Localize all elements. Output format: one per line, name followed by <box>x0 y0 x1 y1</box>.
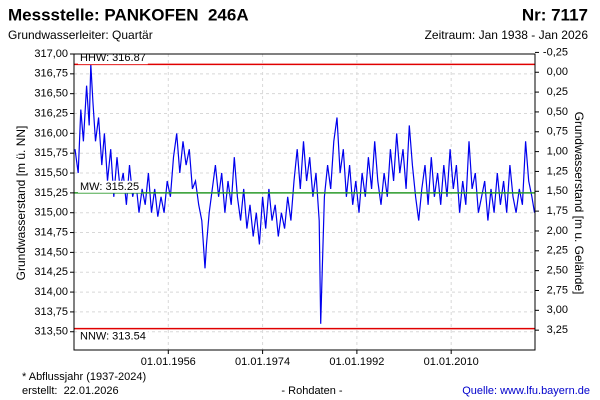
y2-tick-label: 3,00 <box>547 304 568 316</box>
footnote: * Abflussjahr (1937-2024) <box>22 371 146 383</box>
y-tick-label: 315,25 <box>34 187 68 199</box>
plot-frame <box>73 53 536 351</box>
reference-label: MW: 315.25 <box>80 181 139 193</box>
reference-label: HHW: 316.87 <box>80 52 146 64</box>
y2-axis-title: Grundwasserstand [m u. Gelände] <box>572 112 586 295</box>
y2-tick-label: 2,00 <box>547 225 568 237</box>
y-tick-label: 314,75 <box>34 226 68 238</box>
source: Quelle: www.lfu.bayern.de <box>462 385 590 397</box>
y-tick-label: 314,00 <box>34 286 68 298</box>
y2-tick-label: 0,25 <box>547 86 568 98</box>
reference-label-bg <box>78 180 142 193</box>
y2-tick-label: 1,25 <box>547 165 568 177</box>
y-tick-label: 317,00 <box>34 48 68 60</box>
y-tick-label: 314,25 <box>34 266 68 278</box>
y-tick-label: 315,50 <box>34 167 68 179</box>
y2-tick-label: 0,75 <box>547 126 568 138</box>
y2-tick-label: 2,75 <box>547 284 568 296</box>
x-tick-label: 01.01.1992 <box>329 356 384 368</box>
x-tick-label: 01.01.2010 <box>424 356 479 368</box>
x-tick-label: 01.01.1974 <box>235 356 290 368</box>
y-tick-label: 315,75 <box>34 147 68 159</box>
y2-tick-label: 0,00 <box>547 66 568 78</box>
y2-tick-label: 1,75 <box>547 205 568 217</box>
y2-tick-label: 2,50 <box>547 265 568 277</box>
y-tick-label: 314,50 <box>34 246 68 258</box>
period: Zeitraum: Jan 1938 - Jan 2026 <box>425 28 589 42</box>
y2-tick-label: 1,50 <box>547 185 568 197</box>
created-date: erstellt: 22.01.2026 <box>22 385 119 397</box>
reference-label: NNW: 313.54 <box>80 330 146 342</box>
data-line <box>74 64 536 324</box>
y2-tick-label: 2,25 <box>547 245 568 257</box>
y-tick-label: 316,25 <box>34 107 68 119</box>
chart-title: Messstelle: PANKOFEN 246A <box>8 5 249 24</box>
y-tick-label: 316,50 <box>34 88 68 100</box>
reference-label-bg <box>78 330 148 343</box>
y-tick-label: 313,75 <box>34 306 68 318</box>
y-tick-label: 316,75 <box>34 68 68 80</box>
subtitle: Grundwasserleiter: Quartär <box>8 28 153 42</box>
y2-tick-label: 1,00 <box>547 146 568 158</box>
x-tick-label: 01.01.1956 <box>141 356 196 368</box>
y2-tick-label: 0,50 <box>547 106 568 118</box>
y-tick-label: 315,00 <box>34 207 68 219</box>
y-tick-label: 313,50 <box>34 326 68 338</box>
reference-label-bg <box>78 52 148 65</box>
data-note: - Rohdaten - <box>281 385 342 397</box>
station-number: Nr: 7117 <box>522 5 588 24</box>
y-tick-label: 316,00 <box>34 127 68 139</box>
y-axis-title: Grundwasserstand [m ü. NN] <box>14 126 28 281</box>
y2-tick-label: -0,25 <box>543 46 568 58</box>
y2-tick-label: 3,25 <box>547 324 568 336</box>
